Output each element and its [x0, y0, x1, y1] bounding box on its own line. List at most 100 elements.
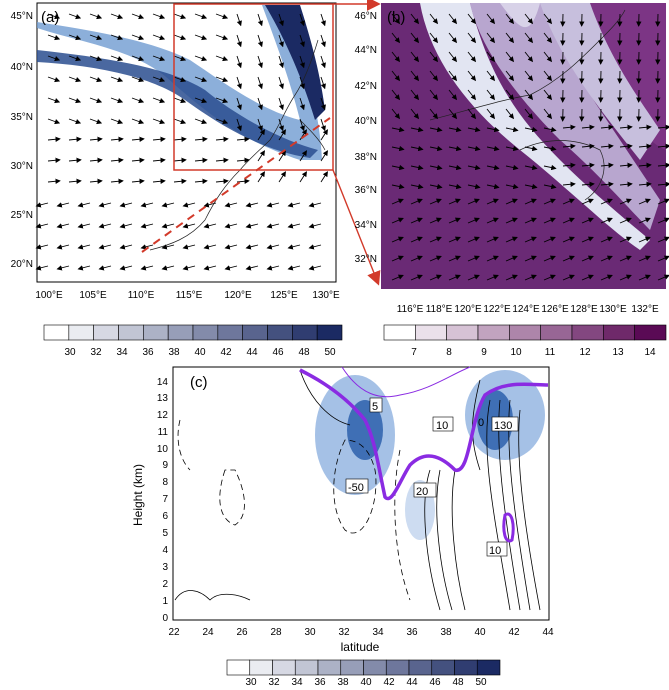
- colorbar-b: [383, 324, 667, 341]
- wind-vector: [619, 181, 633, 187]
- wind-vector: [257, 13, 263, 27]
- negative-contours: [177, 419, 411, 601]
- y-tick: 3: [162, 562, 168, 573]
- wind-vector: [152, 34, 166, 41]
- wind-vector: [638, 217, 651, 224]
- wind-vector: [467, 32, 477, 44]
- colorbar-cell: [226, 659, 251, 676]
- cbar-tick: 30: [245, 677, 257, 688]
- wind-vector: [391, 145, 405, 152]
- wind-vector: [152, 76, 166, 83]
- wind-vector: [299, 34, 305, 48]
- wind-vector: [68, 55, 82, 62]
- wind-vector: [619, 255, 632, 262]
- wind-vector: [47, 76, 61, 83]
- colorbar-cell: [476, 659, 501, 676]
- wind-vector: [505, 236, 518, 243]
- coastline-a2: [299, 119, 326, 151]
- contour-label: 130: [494, 420, 512, 432]
- wind-vector: [287, 223, 301, 229]
- wind-vector: [194, 76, 208, 83]
- wind-vector: [429, 13, 439, 25]
- wind-vector: [35, 202, 49, 208]
- wind-vector: [524, 164, 538, 171]
- wind-vector: [215, 136, 229, 142]
- wind-vector: [543, 108, 553, 120]
- wind-vector: [562, 181, 576, 187]
- wind-vector: [56, 265, 70, 271]
- wind-vector: [505, 183, 519, 190]
- wind-vector: [429, 198, 442, 205]
- wind-vector: [278, 129, 286, 141]
- colorbar-cell: [634, 324, 667, 341]
- wind-vector: [119, 223, 133, 229]
- wind-vector: [131, 157, 145, 163]
- x-tick: 36: [406, 627, 418, 638]
- panel-b-label: (b): [387, 9, 405, 26]
- wind-vector: [486, 51, 496, 63]
- wind-vector: [224, 223, 238, 229]
- wind-vector: [429, 89, 439, 101]
- wind-vector: [68, 97, 82, 104]
- contour-label: 10: [436, 420, 448, 432]
- wind-vector: [266, 202, 280, 208]
- wind-vector: [429, 217, 442, 224]
- wind-vector: [429, 236, 442, 243]
- panel-a-lon-ticks: 100°E 105°E 110°E 115°E 120°E 125°E 130°…: [35, 290, 340, 301]
- wind-vector: [524, 274, 537, 281]
- wind-vector: [486, 255, 499, 262]
- panel-c: 5 10 0 130 -50 20 10 (c) 14 13 12 11 10 …: [131, 366, 554, 688]
- wind-vector: [278, 118, 284, 132]
- lat-tick: 40°N: [355, 116, 377, 127]
- wind-vector: [429, 108, 439, 120]
- wind-vector: [236, 118, 242, 132]
- colorbar-cell: [477, 324, 510, 341]
- wind-vector: [391, 164, 405, 171]
- wind-vector: [467, 255, 480, 262]
- wind-vector: [657, 198, 669, 205]
- cbar-tick: 46: [272, 347, 284, 358]
- jet-core-north: [265, 5, 325, 120]
- wind-vector: [173, 157, 187, 163]
- wind-vector: [320, 129, 328, 141]
- wind-vector: [173, 136, 187, 142]
- wind-vector: [391, 217, 404, 224]
- wind-vector: [299, 55, 305, 69]
- purple-blob: [502, 512, 515, 543]
- wind-vector: [619, 236, 632, 243]
- wind-vector: [320, 76, 326, 90]
- wind-vector: [562, 124, 576, 130]
- wind-vector: [543, 70, 553, 82]
- wind-vector: [410, 198, 423, 205]
- y-tick: 0: [162, 613, 168, 624]
- colorbar-cell: [509, 324, 541, 341]
- coastline-a: [149, 39, 319, 251]
- wind-vector: [391, 255, 404, 262]
- wind-vector: [391, 274, 404, 281]
- wind-vector: [467, 217, 480, 224]
- wind-vector: [77, 244, 91, 250]
- wind-vector: [110, 97, 124, 104]
- colorbar-cell: [385, 659, 410, 676]
- wind-vector: [140, 265, 154, 271]
- wind-vector: [467, 13, 477, 25]
- wind-vector: [543, 13, 553, 25]
- lon-tick: 130°E: [312, 290, 340, 301]
- wind-vector: [110, 118, 124, 125]
- lon-tick: 122°E: [483, 304, 511, 315]
- wind-vector: [47, 136, 61, 142]
- wind-vector: [429, 126, 443, 133]
- wind-vector: [110, 178, 124, 184]
- wind-vector: [467, 51, 477, 63]
- wind-vector: [657, 236, 669, 243]
- wind-vector: [131, 178, 145, 184]
- cbar-tick: 36: [142, 347, 154, 358]
- wind-vector: [194, 178, 208, 184]
- wind-vector: [299, 171, 307, 183]
- wind-vector: [562, 198, 575, 205]
- wind-vector: [194, 55, 208, 62]
- wind-vector: [467, 70, 477, 82]
- colorbar-cell: [383, 324, 416, 341]
- wind-vector: [161, 244, 175, 250]
- lon-tick: 115°E: [176, 290, 203, 301]
